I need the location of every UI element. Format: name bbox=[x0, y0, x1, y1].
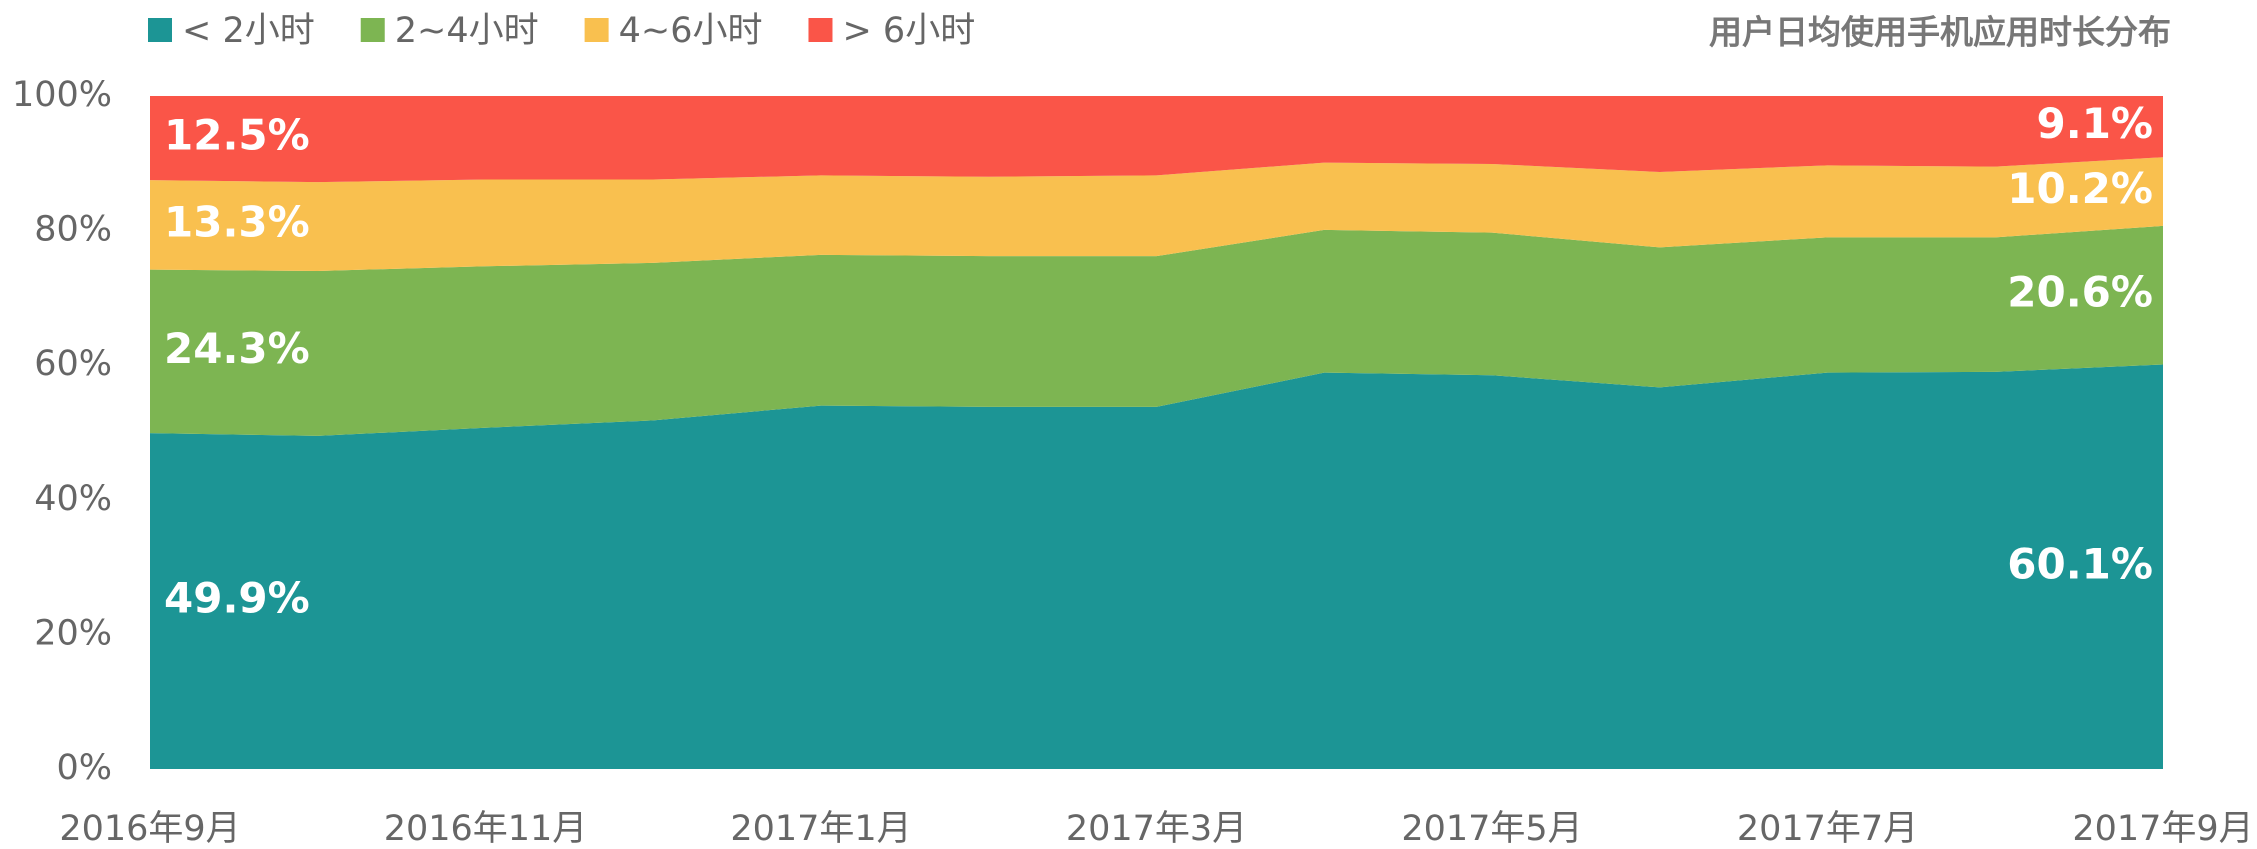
legend-swatch bbox=[808, 18, 833, 42]
y-tick-label: 20% bbox=[34, 613, 112, 653]
data-label: 60.1% bbox=[2007, 539, 2153, 588]
area bbox=[150, 225, 2163, 436]
data-label: 24.3% bbox=[164, 324, 310, 373]
area bbox=[150, 96, 2163, 183]
legend-label: 4~6小时 bbox=[619, 11, 763, 51]
y-tick-label: 40% bbox=[34, 479, 112, 519]
x-tick-label: 2016年11月 bbox=[384, 809, 588, 849]
y-tick-label: 100% bbox=[12, 75, 112, 115]
area bbox=[150, 157, 2163, 271]
y-tick-label: 80% bbox=[34, 210, 112, 250]
x-tick-label: 2017年5月 bbox=[1401, 809, 1582, 849]
y-tick-label: 60% bbox=[34, 344, 112, 384]
chart-title: 用户日均使用手机应用时长分布 bbox=[1709, 13, 2171, 52]
legend-swatch bbox=[584, 18, 609, 42]
legend-label: < 2小时 bbox=[182, 11, 315, 51]
y-tick-label: 0% bbox=[56, 748, 112, 788]
data-label: 20.6% bbox=[2007, 268, 2153, 317]
data-label: 9.1% bbox=[2037, 99, 2153, 148]
x-tick-label: 2017年9月 bbox=[2072, 809, 2253, 849]
data-label: 12.5% bbox=[164, 111, 310, 160]
x-tick-label: 2016年9月 bbox=[59, 809, 240, 849]
legend-swatch bbox=[148, 18, 172, 42]
legend-label: > 6小时 bbox=[842, 11, 975, 51]
area bbox=[150, 364, 2163, 769]
x-tick-label: 2017年3月 bbox=[1066, 809, 1247, 849]
legend-swatch bbox=[360, 18, 385, 42]
data-label: 10.2% bbox=[2007, 164, 2153, 213]
data-label: 49.9% bbox=[164, 574, 310, 623]
data-label: 13.3% bbox=[164, 197, 310, 246]
x-tick-label: 2017年1月 bbox=[730, 809, 911, 849]
legend-label: 2~4小时 bbox=[395, 11, 539, 51]
x-tick-label: 2017年7月 bbox=[1737, 809, 1918, 849]
